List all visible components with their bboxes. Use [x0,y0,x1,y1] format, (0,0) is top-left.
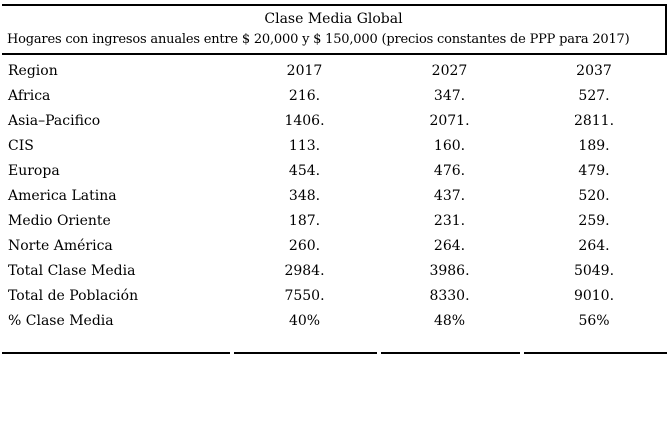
row-label-europa: Europa [8,162,60,179]
cell-value: 8330. [429,287,470,304]
cell-value: 9010. [573,287,615,304]
row-label-norte-america: Norte América [8,237,113,254]
bottom-rule-segment-2027 [381,352,520,354]
row-label-asia-pacifico: Asia–Pacifico [8,112,101,129]
cell-value: 231. [433,212,466,229]
table-bottom-rule [2,352,667,354]
cell-value: 260. [288,237,321,254]
table-title: Clase Media Global [264,11,403,27]
cell-value: 348. [288,187,321,204]
row-label-total-de-poblacion: Total de Población [8,287,139,304]
row-label-medio-oriente: Medio Oriente [8,212,111,229]
row-label-africa: Africa [8,87,51,104]
column-header-region: Region [8,62,58,79]
column-header-2037: 2037 [576,62,612,79]
cell-value: 5049. [573,262,615,279]
cell-value: 347. [433,87,466,104]
row-label-total-clase-media: Total Clase Media [8,262,136,279]
cell-value: 56% [578,312,610,329]
cell-value: 2984. [284,262,325,279]
cell-value: 437. [433,187,466,204]
table-body: Region 2017 2027 2037 Africa 216. 347. 5… [2,55,667,333]
cell-value: 259. [578,212,610,229]
cell-value: 479. [578,162,610,179]
cell-value: 7550. [284,287,325,304]
cell-value: 264. [578,237,610,254]
bottom-rule-segment-2037 [524,352,667,354]
table-subtitle: Hogares con ingresos anuales entre $ 20,… [7,32,630,47]
cell-value: 113. [288,137,321,154]
cell-value: 1406. [284,112,325,129]
column-header-2027: 2027 [431,62,468,79]
cell-value: 264. [433,237,466,254]
row-label-america-latina: America Latina [8,187,117,204]
cell-value: 527. [578,87,610,104]
table-header: Clase Media Global Hogares con ingresos … [2,4,667,55]
row-label-cis: CIS [8,137,34,154]
cell-value: 2811. [573,112,615,129]
cell-value: 48% [433,312,466,329]
column-header-2017: 2017 [286,62,323,79]
bottom-rule-segment-region [2,352,230,354]
cell-value: 40% [288,312,321,329]
cell-value: 216. [288,87,321,104]
cell-value: 3986. [429,262,470,279]
cell-value: 187. [288,212,321,229]
cell-value: 2071. [429,112,470,129]
cell-value: 160. [433,137,466,154]
cell-value: 520. [578,187,610,204]
cell-value: 454. [288,162,321,179]
row-label-pct-clase-media: % Clase Media [8,312,114,329]
bottom-rule-segment-2017 [234,352,377,354]
cell-value: 476. [433,162,466,179]
cell-value: 189. [578,137,610,154]
